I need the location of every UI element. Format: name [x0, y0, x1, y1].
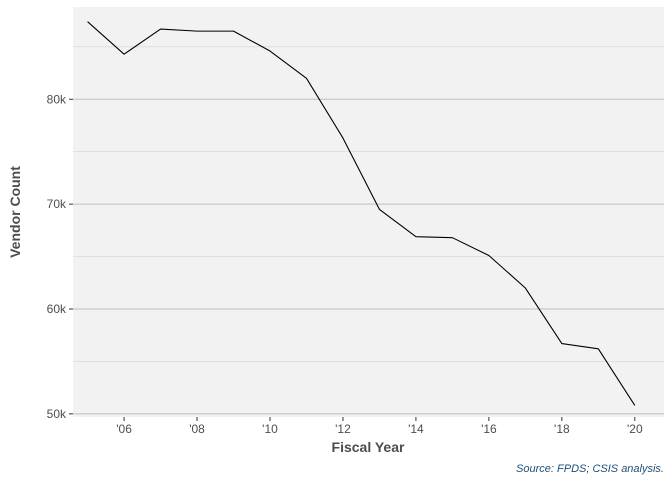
x-tick-label: '10 — [262, 422, 278, 436]
source-caption: Source: FPDS; CSIS analysis. — [516, 463, 664, 475]
x-tick-label: '06 — [116, 422, 132, 436]
x-tick-label: '18 — [554, 422, 570, 436]
x-tick-label: '14 — [408, 422, 424, 436]
y-tick-label: 80k — [47, 92, 67, 106]
y-axis-ticks: 50k 60k 70k 80k — [47, 92, 73, 421]
y-axis-title: Vendor Count — [7, 166, 23, 258]
vendor-count-line — [87, 21, 636, 406]
x-axis-ticks: '06 '08 '10 '12 '14 '16 '18 '20 — [116, 417, 643, 436]
x-axis-title: Fiscal Year — [332, 439, 405, 455]
x-tick-label: '16 — [481, 422, 497, 436]
y-tick-label: 70k — [47, 197, 67, 211]
x-tick-label: '20 — [627, 422, 643, 436]
x-tick-label: '08 — [189, 422, 205, 436]
major-gridlines — [73, 98, 664, 415]
plot-panel — [73, 7, 664, 417]
y-tick-label: 60k — [47, 302, 67, 316]
series-layer — [87, 21, 636, 406]
y-tick-label: 50k — [47, 407, 67, 421]
x-tick-label: '12 — [335, 422, 351, 436]
minor-gridlines — [73, 46, 664, 362]
